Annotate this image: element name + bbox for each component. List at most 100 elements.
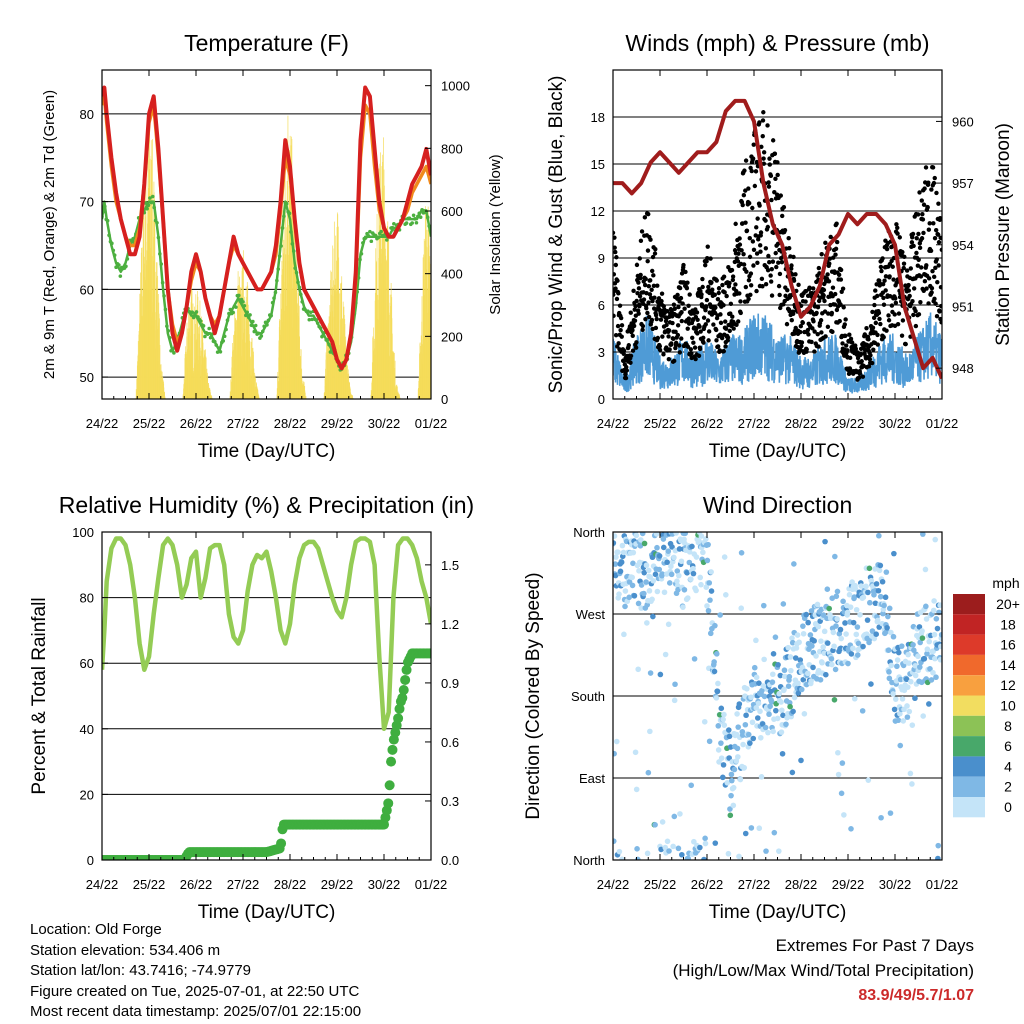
gust-point	[933, 265, 938, 271]
td-point	[111, 248, 116, 253]
gust-point	[769, 293, 775, 298]
gust-point	[613, 286, 618, 291]
direction-point	[926, 638, 933, 645]
direction-point	[869, 628, 876, 634]
direction-point	[693, 587, 699, 594]
direction-point	[881, 602, 887, 609]
td-point	[269, 313, 274, 318]
direction-point	[749, 719, 756, 726]
gust-point	[701, 335, 706, 340]
td-point	[392, 221, 396, 226]
gust-point	[918, 299, 923, 305]
td-point	[369, 239, 374, 244]
gust-point	[621, 351, 626, 357]
gust-point	[840, 341, 845, 346]
gust-point	[812, 329, 817, 334]
gust-point	[913, 308, 918, 314]
gust-point	[697, 324, 702, 329]
gust-point	[666, 356, 672, 362]
gust-point	[790, 311, 796, 316]
gust-point	[703, 308, 708, 313]
direction-point	[899, 696, 906, 702]
y2-tick-label: 948	[952, 361, 974, 376]
td-point	[413, 217, 417, 221]
gust-point	[670, 320, 675, 326]
x-tick-label: 01/22	[415, 416, 448, 431]
precip-point	[384, 780, 395, 791]
direction-point	[904, 714, 911, 720]
direction-point	[765, 729, 771, 736]
gust-point	[886, 318, 892, 323]
extremes-title: Extremes For Past 7 Days	[775, 936, 974, 955]
gust-point	[815, 305, 821, 310]
direction-point	[851, 695, 858, 702]
gust-point	[933, 301, 938, 306]
gust-point	[932, 235, 938, 241]
td-point	[358, 257, 362, 262]
gust-point	[879, 268, 884, 274]
legend-label: 0	[1004, 799, 1012, 815]
gust-point	[655, 283, 660, 288]
direction-point	[778, 699, 784, 705]
legend-swatch	[953, 614, 985, 635]
gust-point	[809, 339, 814, 345]
gust-point	[830, 329, 835, 335]
gust-point	[919, 198, 924, 203]
direction-point	[734, 711, 740, 717]
direction-point	[815, 623, 822, 630]
direction-point	[850, 645, 856, 652]
direction-point	[919, 635, 926, 641]
direction-point	[924, 650, 930, 657]
gust-point	[647, 292, 653, 297]
direction-point	[916, 624, 923, 630]
td-point	[236, 293, 241, 298]
gust-point	[703, 322, 708, 327]
gust-point	[650, 298, 655, 304]
gust-point	[769, 197, 774, 203]
y2-tick-label: 0.6	[441, 735, 459, 750]
gust-point	[904, 268, 910, 273]
panel-winds: 24/22 25/22 26/22 27/22 28/22 29/22 30/22 01/22…	[546, 30, 1014, 462]
direction-point	[701, 856, 707, 860]
gust-point	[741, 251, 746, 257]
gust-point	[805, 327, 811, 333]
td-point	[207, 326, 211, 331]
gust-point	[818, 318, 824, 323]
gust-point	[825, 272, 830, 277]
td-point	[201, 324, 206, 328]
gust-point	[769, 279, 774, 284]
direction-point	[613, 750, 617, 757]
td-point	[404, 221, 409, 225]
gust-point	[890, 264, 895, 269]
direction-point	[763, 848, 769, 854]
td-point	[306, 309, 310, 314]
gust-point	[930, 165, 936, 170]
direction-point	[701, 718, 708, 725]
gust-point	[673, 329, 678, 335]
gust-point	[637, 256, 642, 261]
gust-point	[746, 296, 751, 302]
gust-point	[911, 243, 916, 249]
direction-point	[821, 628, 828, 635]
direction-point	[721, 554, 728, 560]
td-point	[262, 324, 266, 329]
direction-point	[714, 688, 721, 695]
direction-point	[787, 654, 794, 660]
td-point	[248, 313, 252, 317]
precip-point	[425, 648, 431, 659]
gust-point	[742, 168, 747, 173]
gust-point	[689, 351, 694, 356]
gust-point	[754, 225, 759, 230]
direction-point	[711, 659, 717, 665]
gust-point	[642, 215, 648, 220]
gust-point	[634, 262, 640, 268]
direction-point	[631, 592, 638, 599]
gust-point	[911, 286, 917, 291]
y-tick-label: 60	[80, 656, 94, 671]
gust-point	[634, 298, 639, 304]
direction-point	[723, 592, 729, 598]
x-tick-label: 24/22	[86, 877, 119, 892]
direction-point	[659, 819, 666, 825]
gust-point	[706, 284, 711, 290]
direction-point	[635, 600, 642, 607]
